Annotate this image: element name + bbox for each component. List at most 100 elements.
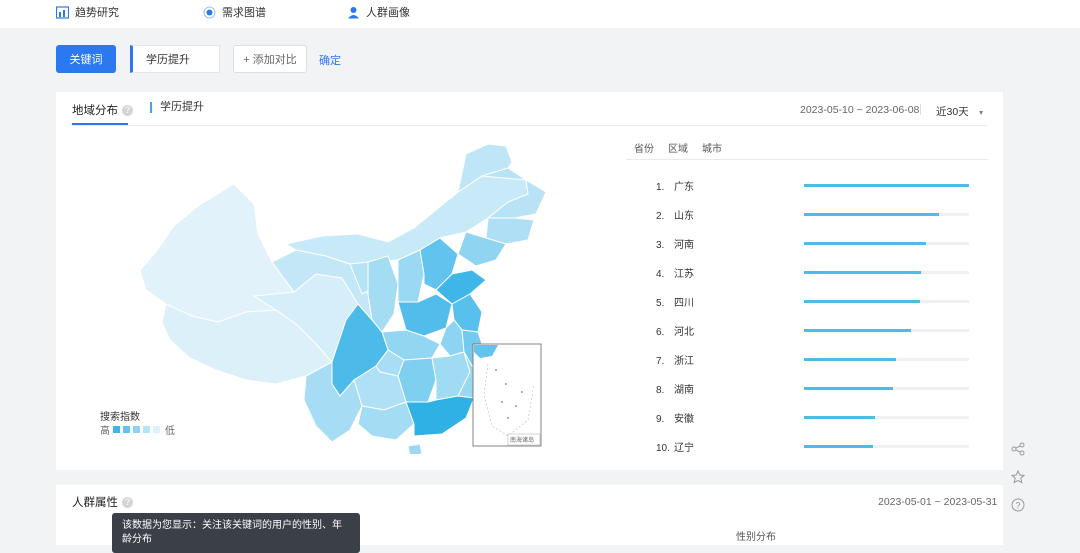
crowd-title[interactable]: 人群属性 ? — [72, 494, 133, 510]
caret-down-icon: ▼ — [977, 110, 985, 117]
rank-bar-track — [804, 387, 969, 390]
nav-label: 趋势研究 — [75, 7, 119, 19]
province-name: 广东 — [674, 182, 694, 193]
rank-label: 3. 河南 — [656, 236, 694, 251]
nav-label: 需求图谱 — [222, 7, 266, 19]
crowd-title-text: 人群属性 — [72, 497, 118, 509]
province-shanxi[interactable] — [397, 249, 425, 303]
nav-label: 人群画像 — [366, 7, 410, 19]
rank-label: 4. 江苏 — [656, 265, 694, 280]
keyword-button[interactable]: 关键词 — [56, 45, 116, 73]
rank-number: 10. — [656, 443, 670, 454]
range-select-label: 近30天 — [936, 106, 969, 118]
tab-region[interactable]: 区域 — [668, 144, 688, 155]
legend-swatch — [113, 426, 120, 433]
rank-label: 2. 山东 — [656, 207, 694, 222]
rank-bar — [804, 445, 874, 448]
province-name: 河北 — [674, 327, 694, 338]
rank-item: 10. 辽宁 — [656, 439, 986, 454]
rank-item: 5. 四川 — [656, 294, 986, 309]
rank-item: 4. 江苏 — [656, 265, 986, 280]
rank-bar — [804, 213, 940, 216]
rank-label: 1. 广东 — [656, 178, 694, 193]
rank-bar — [804, 300, 920, 303]
region-title[interactable]: 地域分布 ? — [72, 102, 133, 118]
rank-label: 8. 湖南 — [656, 381, 694, 396]
rank-number: 4. — [656, 269, 665, 280]
rank-label: 5. 四川 — [656, 294, 694, 309]
rank-number: 7. — [656, 356, 665, 367]
rank-number: 6. — [656, 327, 665, 338]
tab-province[interactable]: 省份 — [634, 144, 654, 155]
province-name: 四川 — [674, 298, 694, 309]
legend-low-label: 低 — [165, 426, 175, 437]
legend-swatch — [153, 426, 160, 433]
help-tooltip: 该数据为您显示：关注该关键词的用户的性别、年龄分布 — [112, 513, 360, 553]
range-select[interactable]: 近30天 ▼ — [936, 104, 985, 119]
rank-bar-track — [804, 184, 969, 187]
rank-label: 6. 河北 — [656, 323, 694, 338]
rank-label: 9. 安徽 — [656, 410, 694, 425]
rank-bar-track — [804, 329, 969, 332]
nav-trend-research[interactable]: 趋势研究 — [56, 4, 119, 20]
rank-item: 6. 河北 — [656, 323, 986, 338]
rank-bar-track — [804, 242, 969, 245]
rank-bar — [804, 329, 912, 332]
rank-item: 3. 河南 — [656, 236, 986, 251]
rank-bar-track — [804, 358, 969, 361]
side-toolbar: ? — [1006, 440, 1030, 514]
rank-bar — [804, 242, 927, 245]
rank-label: 7. 浙江 — [656, 352, 694, 367]
province-shaanxi[interactable] — [367, 255, 399, 333]
region-title-text: 地域分布 — [72, 105, 118, 117]
share-icon[interactable] — [1009, 440, 1027, 458]
divider — [72, 125, 987, 126]
nav-crowd-portrait[interactable]: 人群画像 — [347, 4, 410, 20]
rank-bar-track — [804, 416, 969, 419]
rank-number: 1. — [656, 182, 665, 193]
keyword-input[interactable]: 学历提升 — [130, 45, 220, 73]
region-card: 地域分布 ? 学历提升 2023-05-10 ~ 2023-06-08 近30天… — [56, 92, 1003, 470]
rank-bar — [804, 271, 922, 274]
inset-label: 南海诸岛 — [510, 436, 534, 444]
legend-swatch — [123, 426, 130, 433]
province-name: 湖南 — [674, 385, 694, 396]
help-icon[interactable]: ? — [1009, 496, 1027, 514]
province-guangxi[interactable] — [357, 401, 415, 441]
add-compare-button[interactable]: + 添加对比 — [233, 45, 307, 73]
province-name: 山东 — [674, 211, 694, 222]
confirm-link[interactable]: 确定 — [319, 55, 341, 67]
rank-label: 10. 辽宁 — [656, 439, 694, 454]
rank-bar — [804, 387, 894, 390]
rank-item: 1. 广东 — [656, 178, 986, 193]
rank-number: 9. — [656, 414, 665, 425]
help-icon[interactable]: ? — [122, 496, 133, 508]
nav-demand-graph[interactable]: 需求图谱 — [203, 4, 266, 20]
province-name: 江苏 — [674, 269, 694, 280]
rank-bar — [804, 184, 969, 187]
legend-high-label: 高 — [100, 426, 110, 437]
legend-title: 搜索指数 — [100, 412, 140, 423]
province-name: 浙江 — [674, 356, 694, 367]
province-guangdong[interactable] — [405, 395, 475, 437]
province-name: 河南 — [674, 240, 694, 251]
user-icon — [348, 6, 359, 18]
rank-item: 9. 安徽 — [656, 410, 986, 425]
divider — [626, 159, 988, 160]
date-range: 2023-05-10 ~ 2023-06-08 — [800, 104, 920, 116]
graph-radio-icon — [203, 6, 216, 18]
rank-item: 2. 山东 — [656, 207, 986, 222]
china-map: 南海诸岛 — [139, 144, 546, 454]
province-hainan[interactable] — [407, 443, 423, 454]
tab-city[interactable]: 城市 — [702, 144, 722, 155]
rank-bar — [804, 358, 897, 361]
legend-swatch — [143, 426, 150, 433]
help-icon[interactable]: ? — [122, 104, 133, 116]
province-name: 辽宁 — [674, 443, 694, 454]
crowd-date-range: 2023-05-01 ~ 2023-05-31 — [878, 496, 998, 508]
star-icon[interactable] — [1009, 468, 1027, 486]
rank-number: 2. — [656, 211, 665, 222]
active-tab-underline — [72, 123, 128, 125]
svg-text:?: ? — [1016, 501, 1021, 511]
rank-bar — [804, 416, 875, 419]
